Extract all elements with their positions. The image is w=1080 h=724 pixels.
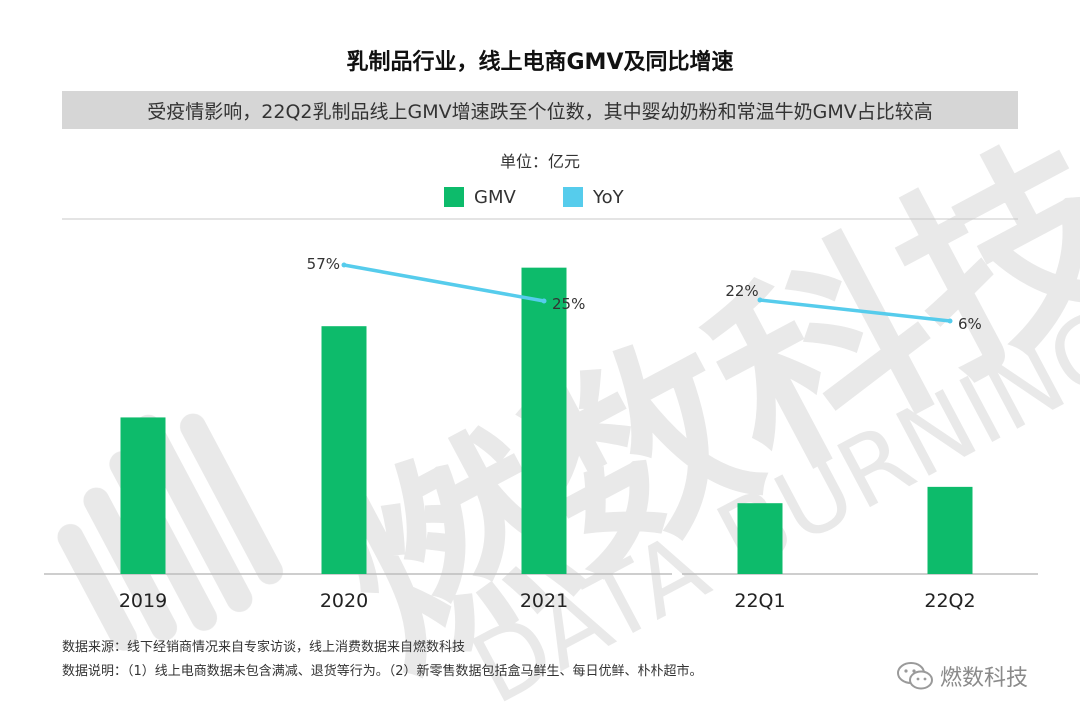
gmv-bar-2020 bbox=[321, 326, 367, 574]
gmv-bar-22Q2 bbox=[927, 486, 973, 574]
chart-subtitle: 受疫情影响，22Q2乳制品线上GMV增速跌至个位数，其中婴幼奶粉和常温牛奶GMV… bbox=[147, 100, 933, 123]
x-tick-label-2020: 2020 bbox=[320, 590, 368, 612]
legend-item-gmv: GMV bbox=[444, 184, 516, 210]
x-tick-label-2021: 2021 bbox=[520, 590, 568, 612]
yoy-point-2021 bbox=[541, 298, 547, 304]
x-tick-label-2019: 2019 bbox=[119, 590, 167, 612]
gmv-bar-2021 bbox=[521, 267, 567, 574]
yoy-line-segment-1-0 bbox=[758, 298, 952, 323]
legend: GMV YoY bbox=[0, 184, 1080, 210]
yoy-point-22Q1 bbox=[757, 297, 763, 303]
legend-label-yoy: YoY bbox=[593, 186, 624, 208]
footnote-source: 数据来源：线下经销商情况来自专家访谈，线上消费数据来自燃数科技 bbox=[62, 640, 466, 655]
subtitle-bar: 受疫情影响，22Q2乳制品线上GMV增速跌至个位数，其中婴幼奶粉和常温牛奶GMV… bbox=[62, 91, 1018, 129]
x-tick-label-22Q1: 22Q1 bbox=[734, 590, 785, 612]
x-tick-label-22Q2: 22Q2 bbox=[924, 590, 975, 612]
legend-swatch-gmv bbox=[444, 187, 464, 207]
footnote-note: 数据说明：（1）线上电商数据未包含满减、退货等行为。（2）新零售数据包括盒马鲜生… bbox=[62, 664, 703, 679]
yoy-point-2020 bbox=[341, 262, 347, 268]
yoy-label-22Q2: 6% bbox=[958, 315, 982, 333]
yoy-label-2020: 57% bbox=[307, 255, 340, 273]
unit-label: 单位：亿元 bbox=[499, 152, 580, 171]
yoy-label-22Q1: 22% bbox=[725, 282, 758, 300]
yoy-line-segment-0-0 bbox=[342, 263, 546, 303]
yoy-label-2021: 25% bbox=[552, 295, 585, 313]
legend-label-gmv: GMV bbox=[474, 186, 516, 208]
yoy-point-22Q2 bbox=[947, 318, 953, 324]
gmv-bar-2019 bbox=[120, 417, 166, 574]
legend-item-yoy: YoY bbox=[563, 184, 624, 210]
gmv-bar-22Q1 bbox=[737, 503, 783, 574]
brand: 燃数科技 bbox=[896, 656, 1028, 696]
brand-name: 燃数科技 bbox=[940, 666, 1029, 691]
chart-title: 乳制品行业，线上电商GMV及同比增速 bbox=[346, 50, 734, 75]
wechat-icon bbox=[897, 662, 933, 690]
legend-swatch-yoy bbox=[563, 187, 583, 207]
